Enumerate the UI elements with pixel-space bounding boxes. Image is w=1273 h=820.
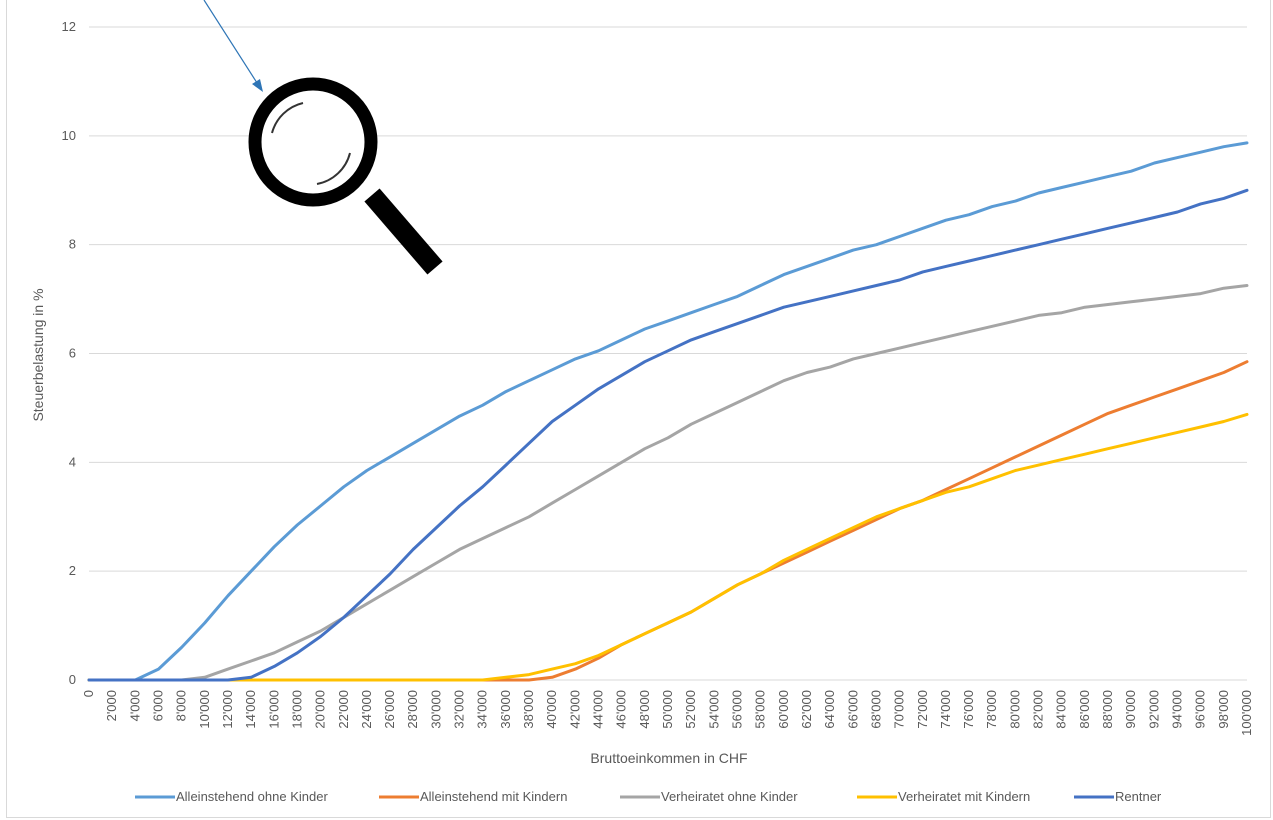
x-tick-label: 44'000 — [591, 690, 606, 729]
x-tick-label: 46'000 — [614, 690, 629, 729]
pointer-arrow-line — [203, 0, 260, 87]
x-tick-label: 78'000 — [984, 690, 999, 729]
y-tick-label: 0 — [69, 672, 76, 687]
x-tick-label: 94'000 — [1170, 690, 1185, 729]
x-tick-label: 16'000 — [266, 690, 281, 729]
chart-area: 0 2 4 6 8 10 12 0 2'000 4'000 6'000 8'000 10'000 12'… — [6, 0, 1271, 818]
legend-entry: Verheiratet mit Kindern — [898, 789, 1030, 804]
x-tick-label: 64'000 — [822, 690, 837, 729]
y-tick-label: 12 — [62, 19, 76, 34]
x-tick-label: 20'000 — [313, 690, 328, 729]
x-tick-label: 80'000 — [1007, 690, 1022, 729]
x-tick-label: 86'000 — [1077, 690, 1092, 729]
x-tick-label: 92'000 — [1146, 690, 1161, 729]
x-tick-label: 84'000 — [1054, 690, 1069, 729]
x-tick-label: 34'000 — [475, 690, 490, 729]
y-tick-label: 10 — [62, 128, 76, 143]
x-tick-label: 6'000 — [150, 690, 165, 721]
chart-svg: 0 2 4 6 8 10 12 0 2'000 4'000 6'000 8'000 10'000 12'… — [30, 0, 1254, 804]
x-tick-label: 4'000 — [127, 690, 142, 721]
y-tick-label: 8 — [69, 237, 76, 252]
x-tick-label: 24'000 — [359, 690, 374, 729]
legend: Alleinstehend ohne Kinder Alleinstehend m… — [135, 789, 1162, 804]
x-tick-label: 70'000 — [892, 690, 907, 729]
x-tick-label: 50'000 — [660, 690, 675, 729]
x-tick-label: 56'000 — [729, 690, 744, 729]
x-tick-label: 88'000 — [1100, 690, 1115, 729]
x-tick-label: 10'000 — [197, 690, 212, 729]
x-tick-label: 28'000 — [405, 690, 420, 729]
x-tick-label: 12'000 — [220, 690, 235, 729]
x-tick-label: 2'000 — [104, 690, 119, 721]
x-tick-label: 38'000 — [521, 690, 536, 729]
x-tick-label: 66'000 — [845, 690, 860, 729]
x-tick-label: 68'000 — [868, 690, 883, 729]
x-tick-label: 90'000 — [1123, 690, 1138, 729]
x-tick-label: 74'000 — [938, 690, 953, 729]
x-tick-label: 62'000 — [799, 690, 814, 729]
x-tick-label: 100'000 — [1239, 690, 1254, 736]
x-tick-label: 42'000 — [567, 690, 582, 729]
x-tick-label: 96'000 — [1193, 690, 1208, 729]
pointer-arrowhead — [252, 79, 263, 92]
y-tick-label: 6 — [69, 346, 76, 361]
x-tick-label: 82'000 — [1031, 690, 1046, 729]
legend-entry: Alleinstehend mit Kindern — [420, 789, 567, 804]
series-line-4 — [87, 188, 1249, 682]
magnifying-glass-icon — [248, 77, 443, 275]
x-tick-labels: 0 2'000 4'000 6'000 8'000 10'000 12'000 14'000 1… — [81, 690, 1254, 736]
legend-entry: Rentner — [1115, 789, 1162, 804]
legend-entry: Verheiratet ohne Kinder — [661, 789, 798, 804]
x-tick-label: 48'000 — [637, 690, 652, 729]
x-tick-label: 58'000 — [753, 690, 768, 729]
x-tick-label: 18'000 — [289, 690, 304, 729]
x-tick-label: 40'000 — [544, 690, 559, 729]
x-tick-label: 30'000 — [428, 690, 443, 729]
series-lines — [87, 141, 1249, 682]
x-tick-label: 60'000 — [776, 690, 791, 729]
series-line-2 — [87, 284, 1249, 682]
x-tick-label: 98'000 — [1216, 690, 1231, 729]
x-tick-label: 54'000 — [706, 690, 721, 729]
series-line-1 — [87, 360, 1249, 682]
legend-entry: Alleinstehend ohne Kinder — [176, 789, 328, 804]
x-tick-label: 36'000 — [498, 690, 513, 729]
y-axis-title: Steuerbelastung in % — [30, 288, 46, 421]
series-line-3 — [87, 412, 1249, 682]
x-tick-label: 52'000 — [683, 690, 698, 729]
series-line-0 — [87, 141, 1249, 682]
x-tick-label: 72'000 — [915, 690, 930, 729]
x-tick-label: 26'000 — [382, 690, 397, 729]
x-tick-label: 22'000 — [336, 690, 351, 729]
x-tick-label: 0 — [81, 690, 96, 697]
y-tick-labels: 0 2 4 6 8 10 12 — [62, 19, 76, 687]
x-tick-label: 8'000 — [174, 690, 189, 721]
x-axis-title: Bruttoeinkommen in CHF — [590, 750, 747, 766]
x-tick-label: 14'000 — [243, 690, 258, 729]
y-tick-label: 4 — [69, 454, 76, 469]
y-tick-label: 2 — [69, 563, 76, 578]
x-tick-label: 76'000 — [961, 690, 976, 729]
pointer-arrow — [203, 0, 263, 92]
x-tick-label: 32'000 — [452, 690, 467, 729]
